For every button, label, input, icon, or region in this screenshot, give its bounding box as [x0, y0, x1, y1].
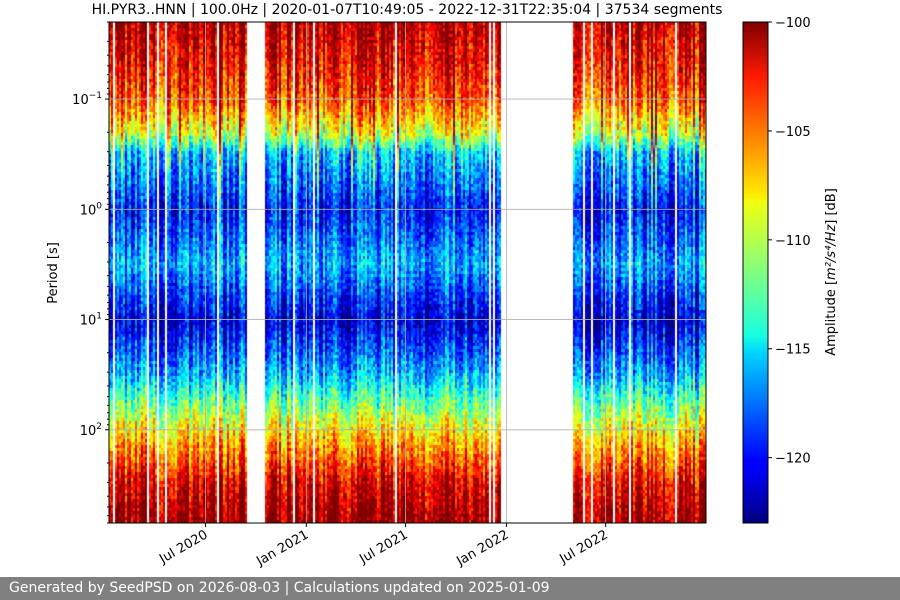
chart-title: HI.PYR3..HNN | 100.0Hz | 2020-01-07T10:4… [92, 2, 723, 18]
colorbar-tick-label: −100 [775, 16, 811, 31]
x-tick-label: Jul 2020 [156, 527, 210, 567]
plot-frame [108, 21, 707, 524]
heatmap-image [109, 22, 706, 523]
colorbar-label-unit: m²/s⁴/Hz [824, 224, 839, 280]
colorbar-tick-label: −115 [775, 343, 811, 358]
colorbar-ticks: −100 −105 −110 −115 −120 [768, 16, 811, 467]
colorbar-label-suffix: ] [dB] [824, 188, 839, 225]
x-axis: Jul 2020 Jan 2021 Jul 2021 Jan 2022 Jul 2022 [156, 523, 611, 570]
colorbar-label: Amplitude [m²/s⁴/Hz] [dB] [824, 188, 839, 356]
plot-area [109, 22, 706, 523]
y-axis: 10−1 100 101 102 [72, 21, 109, 524]
x-tick-label: Jul 2022 [556, 527, 610, 567]
y-axis-label: Period [s] [46, 242, 61, 304]
colorbar-tick-label: −105 [775, 125, 811, 140]
x-tick-label: Jul 2021 [356, 527, 410, 567]
footer-text: Generated by SeedPSD on 2026-08-03 | Cal… [9, 580, 550, 596]
x-tick-label: Jan 2022 [453, 527, 511, 569]
psd-spectrogram-chart: HI.PYR3..HNN | 100.0Hz | 2020-01-07T10:4… [46, 2, 839, 570]
footer-bar: Generated by SeedPSD on 2026-08-03 | Cal… [0, 577, 900, 600]
y-tick-label: 101 [80, 312, 102, 329]
y-tick-label: 100 [80, 201, 103, 218]
y-tick-label: 10−1 [72, 91, 102, 108]
x-tick-label: Jan 2021 [253, 527, 311, 569]
grid-lines [109, 22, 706, 523]
colorbar [742, 21, 769, 524]
y-tick-label: 102 [80, 422, 102, 439]
colorbar-tick-label: −120 [775, 452, 811, 467]
colorbar-tick-label: −110 [775, 234, 811, 249]
colorbar-label-prefix: Amplitude [ [824, 280, 839, 356]
